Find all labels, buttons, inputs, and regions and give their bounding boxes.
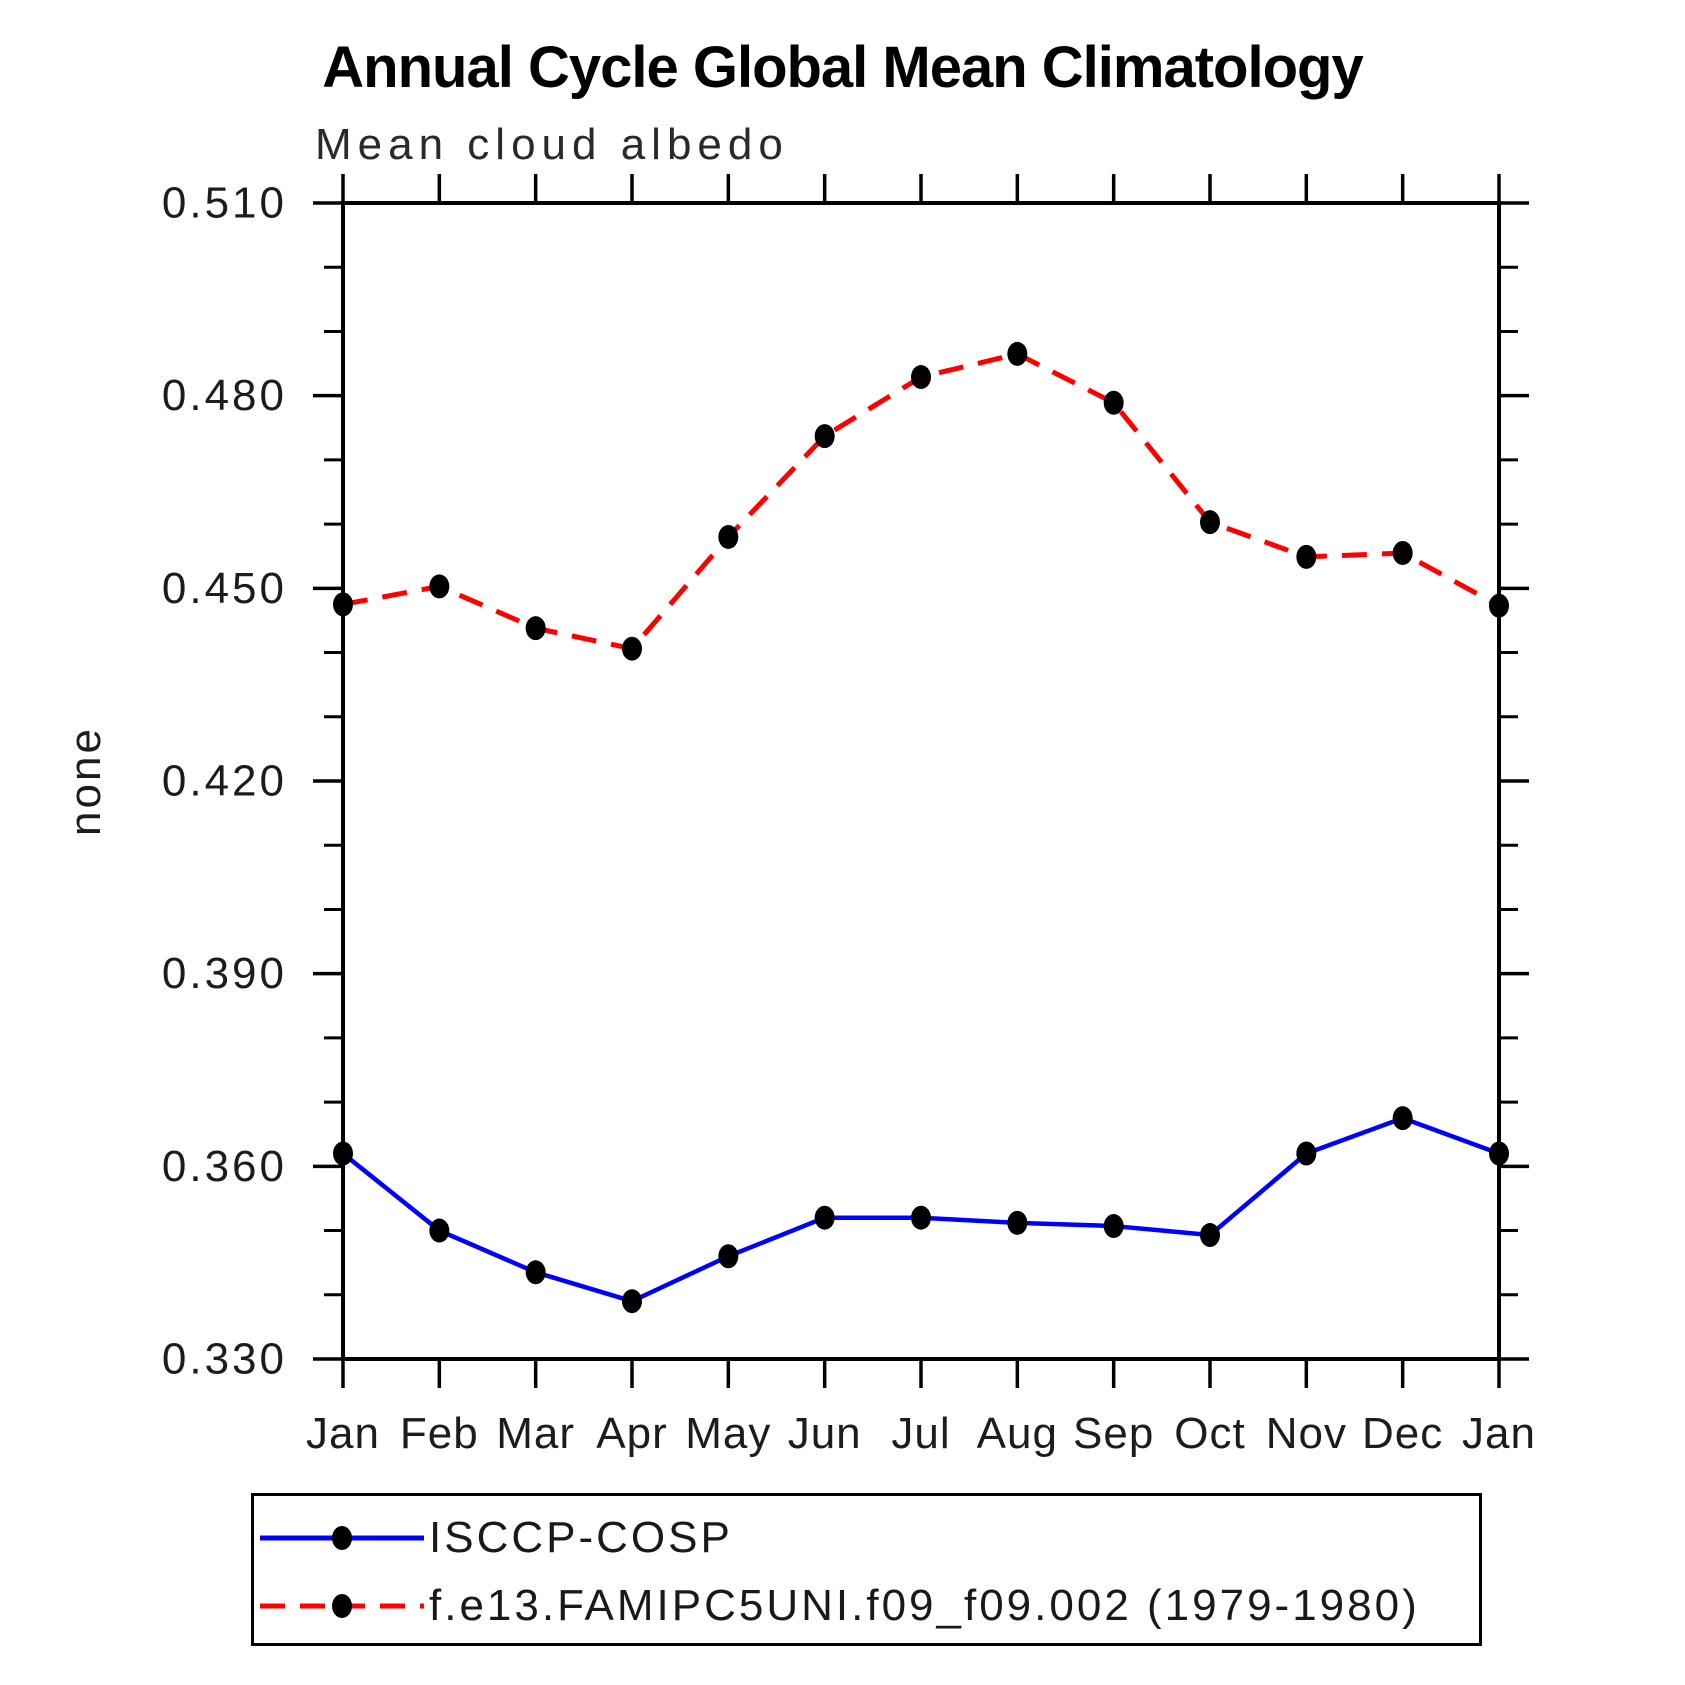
legend-line-swatch	[260, 1526, 424, 1550]
legend-item: f.e13.FAMIPC5UNI.f09_f09.002 (1979-1980)	[257, 1574, 1479, 1638]
data-point-marker	[333, 1141, 353, 1166]
data-point-marker	[718, 1244, 739, 1269]
data-point-marker	[1103, 1214, 1124, 1239]
legend-label: f.e13.FAMIPC5UNI.f09_f09.002 (1979-1980)	[429, 1581, 1420, 1630]
x-tick-label: Jun	[788, 1409, 862, 1458]
legend-marker	[332, 1526, 352, 1550]
y-tick-label: 0.450	[162, 564, 287, 613]
legend: ISCCP-COSP f.e13.FAMIPC5UNI.f09_f09.002 (…	[251, 1493, 1482, 1646]
y-tick-label: 0.480	[162, 371, 287, 420]
data-point-marker	[718, 524, 739, 549]
y-tick-label: 0.390	[162, 949, 287, 998]
data-point-marker	[429, 574, 450, 599]
y-tick-label: 0.420	[162, 757, 287, 806]
data-point-marker	[1489, 593, 1509, 618]
data-point-marker	[1007, 341, 1028, 366]
y-tick-label: 0.330	[162, 1335, 287, 1384]
data-point-marker	[525, 616, 546, 641]
y-tick-label: 0.510	[162, 179, 287, 228]
data-point-marker	[1392, 1106, 1413, 1131]
plot-box	[341, 201, 1501, 1361]
legend-marker	[332, 1594, 352, 1618]
data-point-marker	[1007, 1210, 1028, 1235]
x-tick-label: Sep	[1073, 1409, 1154, 1458]
x-tick-label: Dec	[1362, 1409, 1443, 1458]
x-tick-label: Jan	[1462, 1409, 1536, 1458]
data-point-marker	[429, 1218, 450, 1243]
x-tick-label: Jul	[891, 1409, 950, 1458]
series-line-model	[342, 351, 1501, 652]
data-point-marker	[911, 1205, 931, 1230]
data-point-marker	[1200, 510, 1220, 535]
data-point-marker	[814, 1205, 835, 1230]
x-tick-label: Oct	[1174, 1409, 1245, 1458]
legend-item: ISCCP-COSP	[257, 1506, 1479, 1570]
x-tick-label: Aug	[977, 1409, 1058, 1458]
data-point-marker	[911, 365, 931, 390]
chart-title: Annual Cycle Global Mean Climatology	[322, 35, 1363, 100]
data-point-marker	[1296, 1141, 1317, 1166]
legend-label: ISCCP-COSP	[429, 1513, 733, 1562]
chart-subtitle: Mean cloud albedo	[315, 120, 789, 169]
data-point-marker	[1200, 1223, 1220, 1248]
y-axis-label: none	[61, 726, 110, 836]
data-point-marker	[1392, 541, 1413, 566]
legend-line-swatch	[260, 1594, 424, 1618]
data-point-marker	[333, 592, 353, 617]
data-point-marker	[622, 1289, 642, 1314]
data-point-marker	[1296, 544, 1317, 569]
data-point-marker	[1103, 390, 1124, 415]
x-tick-label: Apr	[596, 1409, 667, 1458]
data-point-marker	[622, 636, 642, 661]
x-tick-label: Mar	[496, 1409, 575, 1458]
data-point-marker	[1489, 1141, 1509, 1166]
data-point-marker	[814, 424, 835, 449]
x-tick-label: Jan	[306, 1409, 380, 1458]
x-tick-label: Feb	[400, 1409, 479, 1458]
data-point-marker	[525, 1260, 546, 1285]
y-tick-label: 0.360	[162, 1142, 287, 1191]
x-tick-label: Nov	[1266, 1409, 1347, 1458]
x-tick-label: May	[685, 1409, 771, 1458]
